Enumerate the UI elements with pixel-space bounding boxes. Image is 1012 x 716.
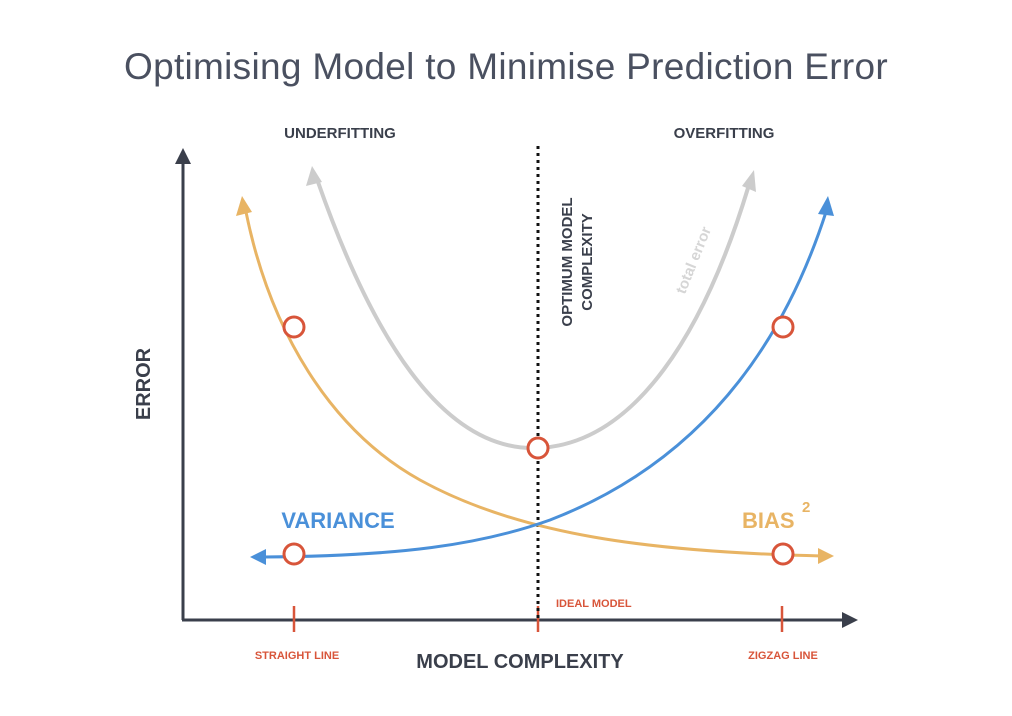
variance-curve (262, 210, 828, 559)
variance-arrow-left (250, 549, 266, 565)
page-title: Optimising Model to Minimise Prediction … (123, 46, 888, 87)
variance-label: VARIANCE (281, 508, 394, 533)
straight-line-label: STRAIGHT LINE (255, 650, 339, 662)
zigzag-line-label: ZIGZAG LINE (748, 650, 818, 662)
total-error-label: total error (673, 224, 715, 296)
optimum-label-line2: COMPLEXITY (579, 213, 596, 311)
marker-variance-high (771, 315, 795, 339)
y-axis-arrow (175, 148, 191, 164)
variance-arrow-up (818, 196, 834, 216)
underfitting-label: UNDERFITTING (284, 125, 396, 142)
overfitting-label: OVERFITTING (674, 125, 775, 142)
bias-arrow-up (236, 196, 252, 216)
total-error-arrow-left (306, 166, 322, 186)
bias-exponent: 2 (802, 499, 810, 516)
total-error-arrow-right (742, 170, 756, 192)
bias-arrow-right (818, 548, 834, 564)
y-axis-title: ERROR (133, 347, 155, 420)
x-axis-title: MODEL COMPLEXITY (416, 651, 624, 673)
bias-label: BIAS (742, 508, 795, 533)
total-error-curve (316, 180, 750, 451)
marker-bias-low (771, 542, 795, 566)
x-axis-arrow (842, 612, 858, 628)
optimum-label-line1: OPTIMUM MODEL (559, 197, 576, 326)
ideal-model-label: IDEAL MODEL (556, 598, 632, 610)
marker-bias-high (282, 315, 306, 339)
marker-optimum (526, 436, 550, 460)
marker-variance-low (282, 542, 306, 566)
bias-curve (244, 210, 824, 558)
